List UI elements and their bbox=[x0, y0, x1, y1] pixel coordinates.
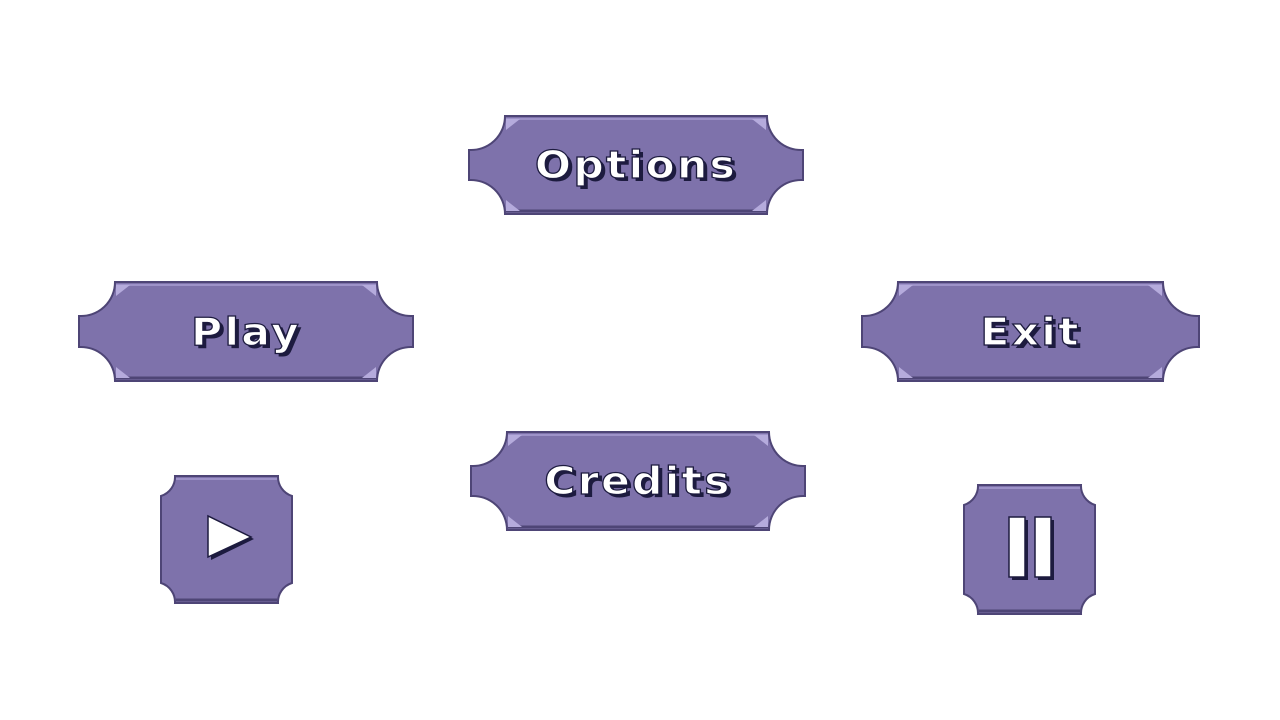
exit-button[interactable]: Exit bbox=[861, 281, 1200, 382]
options-button-label: Options bbox=[534, 142, 738, 187]
exit-button-label: Exit bbox=[980, 309, 1081, 354]
credits-button[interactable]: Credits bbox=[470, 431, 806, 531]
play-button[interactable]: Play bbox=[78, 281, 414, 382]
pause-icon bbox=[1008, 516, 1054, 580]
play-button-label: Play bbox=[190, 309, 301, 354]
options-button[interactable]: Options bbox=[468, 115, 804, 215]
play-icon-button[interactable] bbox=[160, 475, 293, 604]
play-icon bbox=[207, 514, 254, 560]
credits-button-label: Credits bbox=[544, 458, 732, 503]
options-button-frame bbox=[468, 115, 804, 215]
play-button-frame bbox=[78, 281, 414, 382]
credits-button-frame bbox=[470, 431, 806, 531]
pause-icon-button-frame bbox=[963, 484, 1096, 615]
pause-icon-button[interactable] bbox=[963, 484, 1096, 615]
exit-button-frame bbox=[861, 281, 1200, 382]
